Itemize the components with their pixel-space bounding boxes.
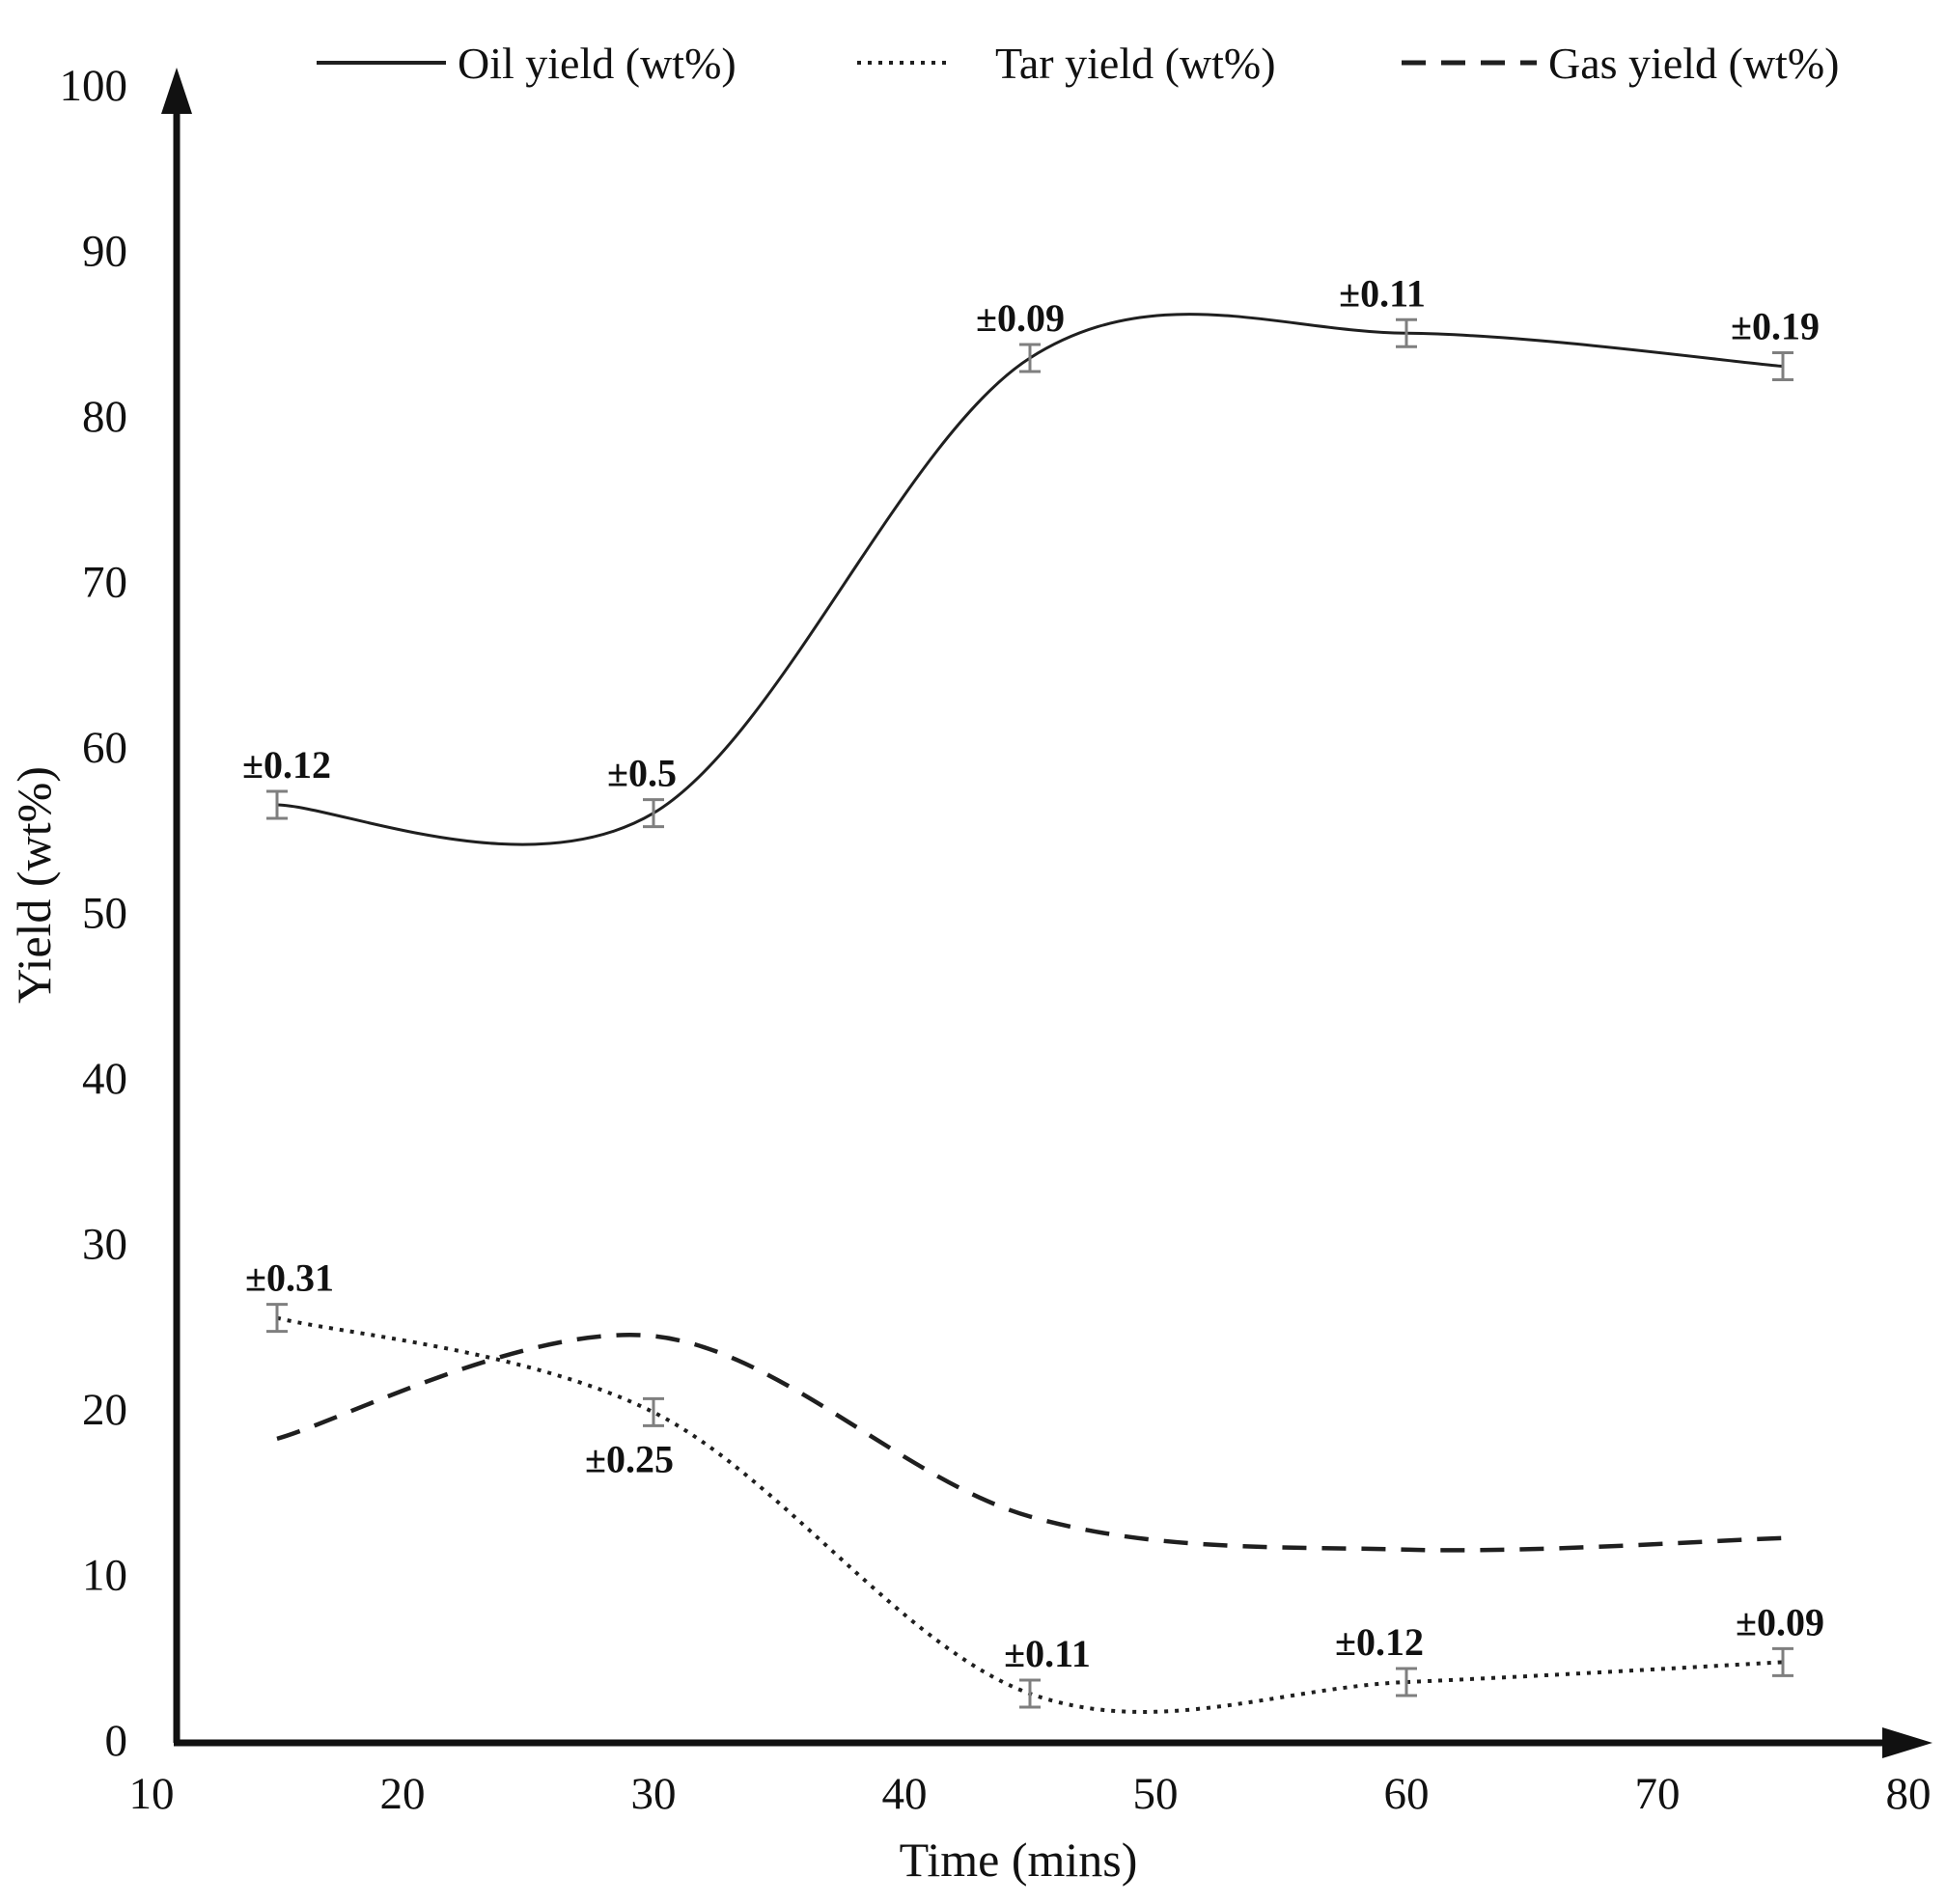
error-value-label: ±0.09 <box>976 296 1065 340</box>
error-value-label: ±0.31 <box>245 1256 334 1300</box>
legend-item-oil: Oil yield (wt%) <box>317 39 737 88</box>
y-axis-arrowhead <box>161 68 192 114</box>
series-lines <box>276 313 1784 1714</box>
error-value-label: ±0.11 <box>1339 271 1426 315</box>
error-bar <box>1019 1678 1041 1709</box>
error-annotations: ±0.12 ±0.5 ±0.09 ±0.11 ±0.19 ±0.31 ±0.25 ±0.11 ±… <box>242 271 1824 1675</box>
error-bar <box>643 1396 664 1427</box>
x-tick-label: 70 <box>1635 1769 1681 1819</box>
x-tick-label: 30 <box>631 1769 677 1819</box>
error-bar <box>1772 351 1793 382</box>
x-tick-label: 80 <box>1886 1769 1932 1819</box>
error-bar <box>266 1303 288 1334</box>
error-bar <box>266 789 288 820</box>
error-value-label: ±0.09 <box>1736 1600 1824 1643</box>
error-value-label: ±0.11 <box>1004 1632 1091 1675</box>
x-tick-label: 20 <box>380 1769 426 1819</box>
error-bar <box>1772 1646 1793 1677</box>
legend-item-tar: Tar yield (wt%) <box>857 39 1276 88</box>
error-bar <box>1396 1667 1417 1697</box>
legend-label-oil: Oil yield (wt%) <box>458 39 737 88</box>
x-tick-labels: 10 20 30 40 50 60 70 80 <box>129 1769 1932 1819</box>
y-tick-label: 80 <box>82 392 127 442</box>
legend-item-gas: Gas yield (wt%) <box>1402 39 1839 88</box>
error-bar <box>1019 343 1041 373</box>
y-tick-label: 20 <box>82 1385 127 1435</box>
legend-label-gas: Gas yield (wt%) <box>1548 39 1839 88</box>
x-axis-title: Time (mins) <box>900 1833 1138 1887</box>
y-tick-labels: 0 10 20 30 40 50 60 70 80 90 100 <box>60 61 128 1766</box>
x-tick-label: 40 <box>882 1769 928 1819</box>
axes <box>161 68 1932 1758</box>
legend: Oil yield (wt%) Tar yield (wt%) Gas yiel… <box>317 39 1839 88</box>
y-axis-title: Yield (wt%) <box>7 766 61 1004</box>
error-bar <box>643 798 664 829</box>
y-tick-label: 40 <box>82 1054 127 1104</box>
error-value-label: ±0.12 <box>1335 1620 1424 1664</box>
legend-label-tar: Tar yield (wt%) <box>995 39 1276 88</box>
x-tick-label: 10 <box>129 1769 175 1819</box>
series-line-dotted <box>276 1315 1784 1714</box>
y-tick-label: 50 <box>82 889 127 939</box>
error-value-label: ±0.19 <box>1731 305 1820 348</box>
x-axis-arrowhead <box>1882 1727 1932 1758</box>
error-value-label: ±0.12 <box>242 743 331 786</box>
series-line-dashed <box>276 1333 1784 1553</box>
error-bar <box>1396 317 1417 348</box>
y-tick-label: 70 <box>82 558 127 608</box>
y-tick-label: 10 <box>82 1551 127 1601</box>
y-tick-label: 60 <box>82 723 127 773</box>
series-line-solid <box>276 313 1784 846</box>
x-tick-label: 60 <box>1384 1769 1430 1819</box>
error-bars <box>266 317 1793 1709</box>
y-tick-label: 30 <box>82 1220 127 1270</box>
error-value-label: ±0.5 <box>607 752 677 795</box>
y-tick-label: 90 <box>82 227 127 277</box>
y-tick-label: 100 <box>60 61 128 111</box>
error-value-label: ±0.25 <box>585 1437 674 1480</box>
y-tick-label: 0 <box>105 1716 128 1766</box>
x-tick-label: 50 <box>1133 1769 1179 1819</box>
